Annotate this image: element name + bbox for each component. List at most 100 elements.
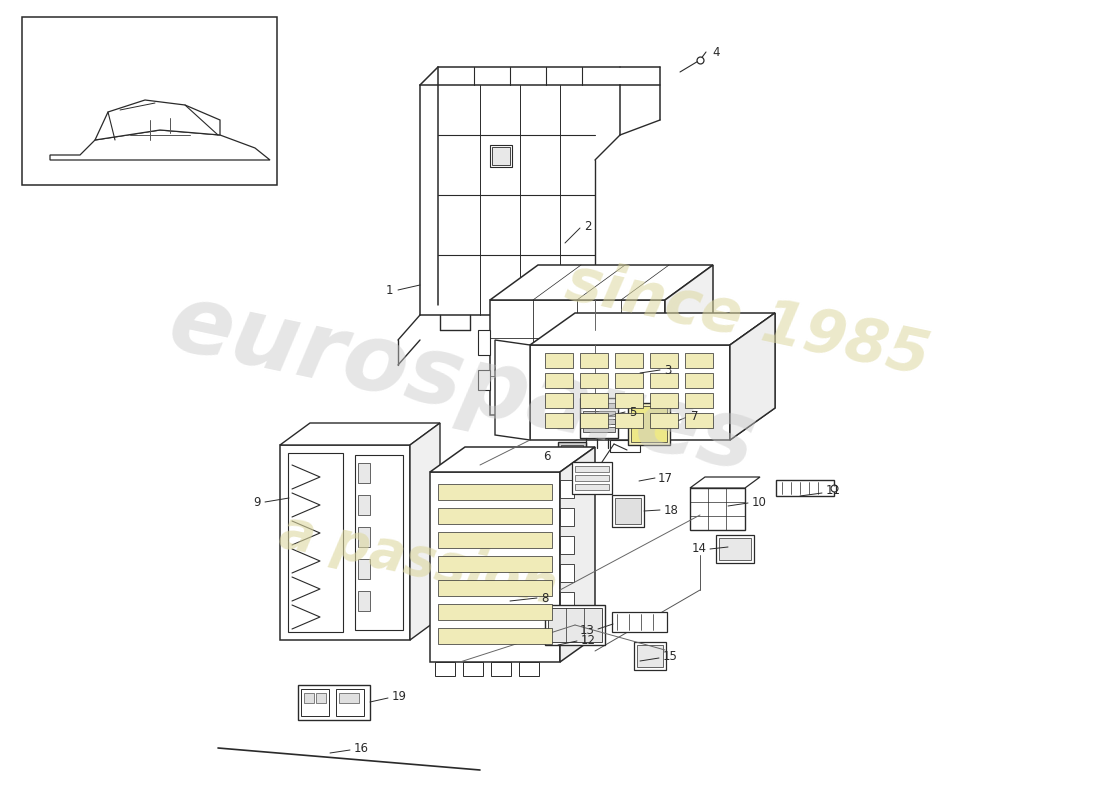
Polygon shape xyxy=(410,423,440,640)
Bar xyxy=(316,693,326,703)
Circle shape xyxy=(569,294,581,306)
Polygon shape xyxy=(690,477,760,488)
Bar xyxy=(561,445,583,469)
Bar xyxy=(690,488,745,530)
Bar xyxy=(650,413,678,428)
Text: 6: 6 xyxy=(543,450,551,463)
Polygon shape xyxy=(730,313,776,440)
Bar xyxy=(560,592,574,610)
Bar xyxy=(610,440,640,452)
Text: 2: 2 xyxy=(584,219,592,233)
Circle shape xyxy=(217,140,253,176)
Bar xyxy=(358,591,370,611)
Bar xyxy=(634,642,665,670)
Bar xyxy=(358,495,370,515)
Bar xyxy=(560,620,574,638)
Bar xyxy=(544,353,573,368)
Polygon shape xyxy=(730,313,776,440)
Text: 8: 8 xyxy=(541,591,549,605)
Text: a passion: a passion xyxy=(275,506,561,614)
Polygon shape xyxy=(530,313,775,345)
Polygon shape xyxy=(95,100,220,140)
Text: since 1985: since 1985 xyxy=(561,253,935,387)
Bar xyxy=(580,373,608,388)
Bar xyxy=(650,353,678,368)
Bar xyxy=(434,662,455,676)
Text: 18: 18 xyxy=(664,503,679,517)
Circle shape xyxy=(72,140,108,176)
Polygon shape xyxy=(560,447,595,662)
Bar xyxy=(519,662,539,676)
Bar xyxy=(575,475,609,481)
Bar xyxy=(572,462,612,494)
Text: 13: 13 xyxy=(580,623,595,637)
Polygon shape xyxy=(280,423,440,445)
Bar xyxy=(544,605,605,645)
Text: 4: 4 xyxy=(712,46,719,58)
Polygon shape xyxy=(490,265,713,300)
Text: 7: 7 xyxy=(691,410,698,423)
Bar xyxy=(560,536,574,554)
Bar xyxy=(438,508,552,524)
Polygon shape xyxy=(50,130,270,160)
Bar xyxy=(612,495,643,527)
Bar xyxy=(304,693,313,703)
Bar xyxy=(575,466,609,472)
Bar xyxy=(438,628,552,644)
Bar xyxy=(438,556,552,572)
Bar xyxy=(631,406,667,442)
Bar xyxy=(583,411,615,416)
Bar xyxy=(491,662,512,676)
Bar xyxy=(358,527,370,547)
Bar xyxy=(438,604,552,620)
Bar xyxy=(685,373,713,388)
Bar xyxy=(463,662,483,676)
Bar xyxy=(580,398,618,438)
Bar xyxy=(583,427,615,432)
Text: 15: 15 xyxy=(663,650,678,662)
Bar xyxy=(628,403,670,445)
Text: 16: 16 xyxy=(354,742,368,755)
Text: 14: 14 xyxy=(692,542,707,555)
Bar xyxy=(685,393,713,408)
Bar xyxy=(615,413,644,428)
Polygon shape xyxy=(430,447,595,472)
Text: 17: 17 xyxy=(658,471,673,485)
Bar xyxy=(719,538,751,560)
Bar xyxy=(560,480,574,498)
Bar xyxy=(776,480,834,496)
Bar xyxy=(438,484,552,500)
Bar xyxy=(288,453,343,632)
Bar xyxy=(580,353,608,368)
Bar xyxy=(438,580,552,596)
Bar xyxy=(358,559,370,579)
Circle shape xyxy=(226,148,245,168)
Bar xyxy=(339,693,359,703)
Bar xyxy=(560,508,574,526)
Bar xyxy=(22,17,277,185)
Text: 9: 9 xyxy=(253,495,261,509)
Bar xyxy=(580,393,608,408)
Bar xyxy=(650,393,678,408)
Bar xyxy=(355,455,403,630)
Text: 12: 12 xyxy=(581,634,596,646)
Circle shape xyxy=(80,148,100,168)
Text: 5: 5 xyxy=(629,406,637,418)
Text: 19: 19 xyxy=(392,690,407,703)
Bar xyxy=(336,689,364,716)
Text: 1: 1 xyxy=(385,283,393,297)
Bar xyxy=(544,373,573,388)
Bar xyxy=(685,413,713,428)
Polygon shape xyxy=(495,340,530,440)
Text: 10: 10 xyxy=(752,497,767,510)
Text: eurospares: eurospares xyxy=(161,277,763,491)
Bar xyxy=(575,484,609,490)
Bar xyxy=(301,689,329,716)
Text: 3: 3 xyxy=(664,363,671,377)
Bar xyxy=(490,145,512,167)
Bar xyxy=(716,535,754,563)
Bar xyxy=(685,353,713,368)
Bar xyxy=(650,373,678,388)
Polygon shape xyxy=(666,265,713,415)
Bar xyxy=(583,419,615,424)
